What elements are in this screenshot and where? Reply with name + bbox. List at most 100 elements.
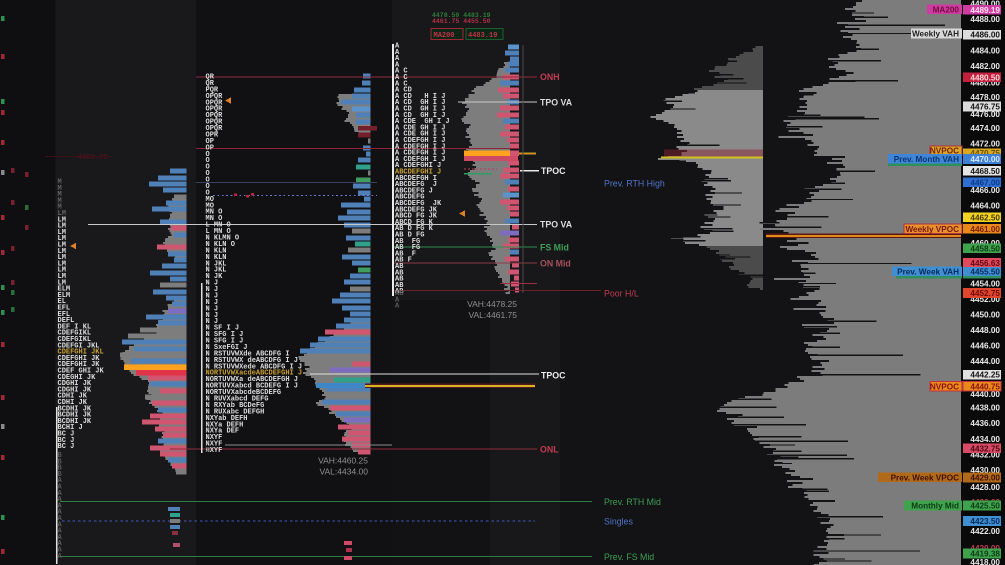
svg-text:LM: LM [58,242,66,250]
svg-text:ABCDEFG JK: ABCDEFG JK [395,206,438,214]
svg-text:AB F: AB F [395,250,416,258]
svg-text:4488.00: 4488.00 [970,15,1000,24]
svg-text:NORTUVWXa deABCDEFGH J: NORTUVWXa deABCDEFGH J [206,376,298,384]
svg-text:ABCDEFG J: ABCDEFG J [395,187,433,195]
svg-text:4478.00: 4478.00 [970,93,1000,102]
svg-text:LM: LM [58,254,66,262]
svg-text:BC J: BC J [58,443,75,451]
svg-text:A: A [58,484,63,492]
svg-text:ONL: ONL [540,445,559,455]
svg-text:4480.50: 4480.50 [970,74,1000,83]
svg-text:4461.75 4455.50: 4461.75 4455.50 [432,18,491,25]
svg-text:Weekly VPOC: Weekly VPOC [905,225,959,234]
svg-text:OPQR: OPQR [206,93,224,101]
svg-text:4450.00: 4450.00 [970,311,1000,320]
svg-text:Weekly VAH: Weekly VAH [912,30,959,39]
svg-text:AB FG: AB FG [395,238,420,246]
svg-text:VAL:4434.00: VAL:4434.00 [319,467,368,477]
svg-text:A: A [395,55,400,63]
svg-text:Prev. RTH Mid: Prev. RTH Mid [604,497,661,507]
svg-text:A CDEFGH I J: A CDEFGH I J [395,156,445,164]
svg-text:N J: N J [206,293,219,301]
svg-text:BCHI J: BCHI J [58,424,83,432]
svg-text:NXYF: NXYF [206,447,223,455]
svg-text:TPOC: TPOC [541,371,566,381]
svg-text:N KLMN O: N KLMN O [206,235,240,243]
svg-text:4468.50: 4468.50 [970,167,1000,176]
svg-text:NVPOC: NVPOC [930,382,959,391]
svg-text:4486.00: 4486.00 [970,31,1000,40]
svg-text:N J: N J [206,312,219,320]
svg-text:NXYa DEF: NXYa DEF [206,428,240,436]
svg-text:OPQR: OPQR [206,99,224,107]
svg-text:AB: AB [395,290,404,298]
svg-text:MO: MO [206,202,214,210]
svg-text:4446.00: 4446.00 [970,342,1000,351]
svg-text:4448.00: 4448.00 [970,326,1000,335]
svg-text:4440.75: 4440.75 [970,382,1000,391]
svg-text:N SFG I J: N SFG I J [206,331,244,339]
svg-text:4478.50 4483.19: 4478.50 4483.19 [432,12,491,19]
svg-text:4420.00: 4420.00 [970,544,1000,553]
svg-text:MN O: MN O [206,209,223,217]
svg-text:LM: LM [58,229,66,237]
svg-text:4452.75: 4452.75 [970,289,1000,298]
svg-text:LM: LM [58,248,66,256]
svg-text:CDGHI JK: CDGHI JK [58,380,92,388]
svg-text:ABCD FG K: ABCD FG K [395,219,434,227]
svg-text:A: A [395,61,400,69]
svg-text:ABCDEFG: ABCDEFG [395,194,424,202]
svg-text:4472.00: 4472.00 [970,140,1000,149]
svg-text:B: B [58,458,63,466]
svg-text:X: X [206,447,211,455]
svg-text:A: A [58,509,63,517]
svg-text:A: A [58,540,63,548]
svg-text:Prev. FS Mid: Prev. FS Mid [604,552,654,562]
svg-text:ABCDEFGH I: ABCDEFGH I [395,175,437,183]
svg-text:N KLN: N KLN [206,254,227,262]
svg-text:ONH: ONH [540,72,560,82]
svg-text:N SFG I J: N SFG I J [206,338,244,346]
svg-text:AB: AB [395,276,404,284]
svg-text:DEFL: DEFL [58,317,75,325]
svg-text:4434.00: 4434.00 [970,435,1000,444]
svg-text:O: O [206,151,210,159]
svg-text:A: A [395,296,400,304]
svg-text:4456.63: 4456.63 [970,259,1000,268]
svg-text:N J: N J [206,280,219,288]
svg-text:CDEGHI JK: CDEGHI JK [58,374,97,382]
svg-text:Prev. Month VAH: Prev. Month VAH [894,155,959,164]
svg-text:4440.00: 4440.00 [970,390,1000,399]
svg-text:O: O [206,177,210,185]
svg-text:EL: EL [58,298,66,306]
svg-text:OP: OP [206,138,214,146]
svg-text:N JKL: N JKL [206,260,227,268]
svg-text:O: O [206,189,210,197]
svg-text:L MN O: L MN O [206,228,231,236]
svg-text:LM: LM [58,273,66,281]
svg-text:TPO VA: TPO VA [540,98,573,108]
svg-text:NXYF: NXYF [206,434,223,442]
svg-text:BC J: BC J [58,431,75,439]
svg-text:CDEFGHI JK: CDEFGHI JK [58,361,101,369]
svg-text:OPQR: OPQR [206,112,224,120]
svg-text:4480.00: 4480.00 [970,79,1000,88]
svg-text:A CDE GH I J: A CDE GH I J [395,124,445,132]
svg-text:LM: LM [58,260,66,268]
svg-text:BC J: BC J [58,437,75,445]
svg-text:Poor H/L: Poor H/L [604,289,639,299]
svg-text:OPQR: OPQR [206,119,224,127]
svg-text:4469.75: 4469.75 [78,154,107,162]
svg-text:QR: QR [206,80,215,88]
svg-text:VAH:4478.25: VAH:4478.25 [467,299,517,309]
svg-text:ABCD FG JK: ABCD FG JK [395,213,438,221]
svg-text:A: A [58,528,63,536]
svg-text:OPQR: OPQR [206,125,224,133]
svg-text:4470.75: 4470.75 [970,149,1000,158]
svg-text:EFL: EFL [58,311,71,319]
svg-text:LM: LM [58,210,66,218]
svg-text:4483.19: 4483.19 [468,32,497,40]
svg-text:N SxeFGI J: N SxeFGI J [206,344,248,352]
svg-text:CDEFGIKL: CDEFGIKL [58,330,92,338]
svg-text:ABCDEFGHI J: ABCDEFGHI J [395,169,441,177]
